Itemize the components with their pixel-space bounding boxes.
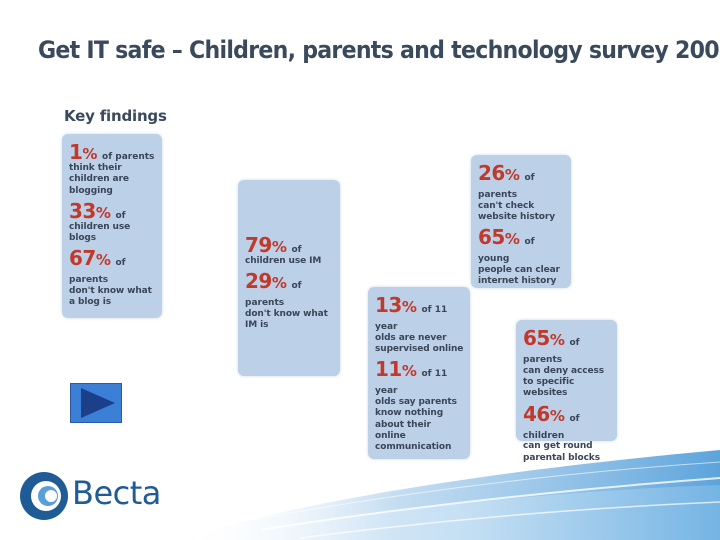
finding-card-im: 79% of children use IM 29% of parents do… <box>238 180 340 376</box>
stat-inline-text: of parents <box>102 152 155 162</box>
stat-description: children use blogs <box>69 221 131 243</box>
stat-description: don't know what a blog is <box>69 286 152 308</box>
stat-percent: 29% <box>245 269 287 294</box>
stat-description: children use IM <box>245 256 322 266</box>
stat-percent: 13% <box>375 293 417 317</box>
stat-inline-text: of parents <box>523 338 580 365</box>
finding-card-supervision: 13% of 11 year olds are never supervised… <box>368 287 470 459</box>
stat-item: 26% of parents can't check website histo… <box>478 163 565 223</box>
stat-description: people can clear internet history <box>478 265 560 287</box>
stat-description: olds say parents know nothing about thei… <box>375 397 457 453</box>
stat-description: can deny access to specific websites <box>523 365 604 399</box>
footer-swoosh-graphic <box>180 450 720 540</box>
stat-item: 33% of children use blogs <box>69 198 156 245</box>
stat-item: 79% of children use IM <box>245 235 334 267</box>
becta-logo-text: Becta <box>72 474 161 512</box>
key-findings-heading: Key findings <box>64 107 167 125</box>
stat-inline-text: of <box>291 245 302 255</box>
stat-inline-text: of children <box>523 413 580 441</box>
stat-item: 29% of parents don't know what IM is <box>245 271 334 331</box>
stat-inline-text: of parents <box>245 281 302 309</box>
stat-inline-text: of young <box>478 237 535 265</box>
finding-card-history: 26% of parents can't check website histo… <box>471 155 571 288</box>
stat-percent: 46% <box>523 401 565 426</box>
stat-inline-text: of <box>115 210 126 221</box>
stat-percent: 65% <box>478 225 520 250</box>
stat-inline-text: of parents <box>69 258 126 286</box>
stat-percent: 11% <box>375 357 417 382</box>
stat-item: 67% of parents don't know what a blog is <box>69 248 156 308</box>
stat-description: can get round parental blocks <box>523 441 600 463</box>
stat-inline-text: of 11 year <box>375 369 448 397</box>
stat-item: 13% of 11 year olds are never supervised… <box>375 295 464 355</box>
stat-item: 1% of parents think their children are b… <box>69 142 156 197</box>
stat-description: think their children are blogging <box>69 163 129 196</box>
stat-description: don't know what IM is <box>245 309 328 331</box>
stat-inline-text: of 11 year <box>375 305 448 332</box>
stat-item: 11% of 11 year olds say parents know not… <box>375 359 464 453</box>
stat-item: 65% of young people can clear internet h… <box>478 227 565 287</box>
stat-description: can't check website history <box>478 200 555 223</box>
stat-item: 46% of children can get round parental b… <box>523 401 611 464</box>
stat-inline-text: of parents <box>478 173 535 200</box>
finding-card-blogging: 1% of parents think their children are b… <box>62 134 162 318</box>
becta-logo-icon <box>20 472 68 520</box>
stat-percent: 33% <box>69 198 111 223</box>
stat-percent: 26% <box>478 161 520 185</box>
stat-item: 65% of parents can deny access to specif… <box>523 328 611 400</box>
play-button[interactable] <box>70 383 122 423</box>
stat-percent: 65% <box>523 326 565 350</box>
stat-percent: 79% <box>245 233 287 257</box>
stat-percent: 67% <box>69 246 111 271</box>
play-icon <box>81 388 115 418</box>
slide-title: Get IT safe – Children, parents and tech… <box>38 36 720 64</box>
stat-percent: 1% <box>69 140 97 164</box>
finding-card-blocking: 65% of parents can deny access to specif… <box>516 320 617 463</box>
stat-description: olds are never supervised online <box>375 332 464 355</box>
